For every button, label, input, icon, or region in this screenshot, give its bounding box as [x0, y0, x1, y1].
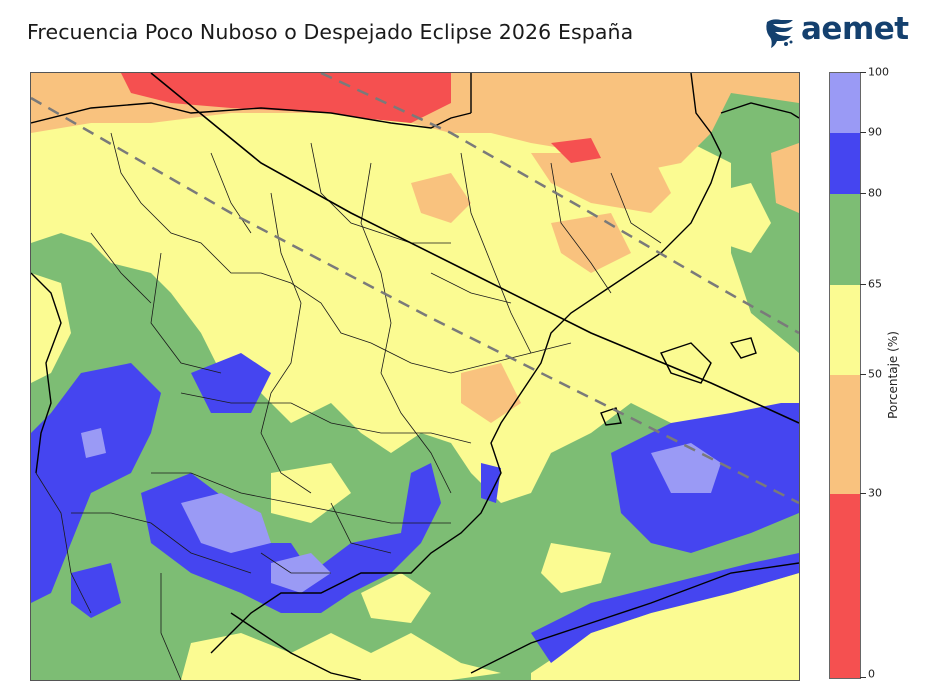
- colorbar-tick-label: 90: [868, 125, 882, 139]
- aemet-logo: aemet: [763, 11, 923, 54]
- colorbar-label: Porcentaje (%): [886, 331, 900, 419]
- colorbar-tick: [860, 374, 866, 375]
- colorbar-tick-label: 0: [868, 667, 875, 681]
- colorbar-tick-label: 100: [868, 65, 889, 79]
- field-0-30: [121, 73, 601, 163]
- colorbar-segment: [830, 494, 860, 678]
- colorbar: [829, 72, 861, 679]
- aemet-logo-icon: [766, 19, 793, 48]
- cloud-frequency-map: [30, 72, 800, 681]
- colorbar-tick: [860, 284, 866, 285]
- colorbar-tick-label: 50: [868, 367, 882, 381]
- colorbar-segment: [830, 285, 860, 375]
- colorbar-segment: [830, 73, 860, 133]
- colorbar-tick: [860, 193, 866, 194]
- colorbar-segment: [830, 133, 860, 194]
- aemet-logo-text: aemet: [801, 11, 909, 47]
- colorbar-tick-label: 30: [868, 486, 882, 500]
- colorbar-tick-label: 80: [868, 186, 882, 200]
- colorbar-tick: [860, 72, 866, 73]
- colorbar-segment: [830, 194, 860, 285]
- totality-limits: [31, 73, 799, 505]
- map-title: Frecuencia Poco Nuboso o Despejado Eclip…: [27, 20, 634, 44]
- province-boundaries: [35, 132, 662, 680]
- colorbar-tick-label: 65: [868, 277, 882, 291]
- colorbar-tick: [860, 132, 866, 133]
- colorbar-segment: [830, 375, 860, 494]
- colorbar-tick: [860, 493, 866, 494]
- totality-centerline: [150, 73, 799, 424]
- colorbar-tick: [860, 677, 866, 678]
- coastline: [31, 73, 799, 680]
